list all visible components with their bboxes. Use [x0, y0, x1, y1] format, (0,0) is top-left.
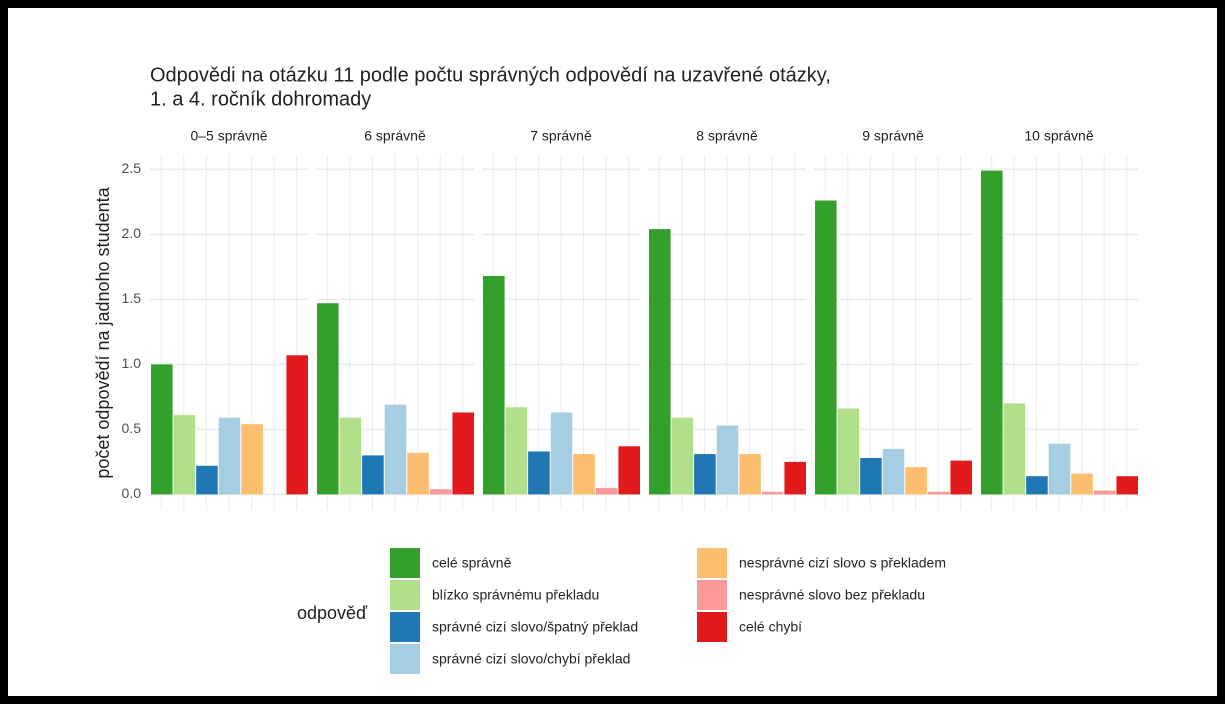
bar: [528, 451, 550, 495]
bar: [981, 170, 1003, 495]
bar: [241, 424, 263, 495]
legend-key: [390, 548, 420, 578]
bar: [286, 355, 308, 495]
bar: [151, 364, 173, 495]
facet-label: 9 správně: [862, 128, 924, 144]
legend-key: [697, 548, 727, 578]
bar: [173, 415, 196, 495]
bar: [860, 457, 882, 495]
bar: [1003, 403, 1026, 495]
y-tick-label: 2.0: [122, 225, 142, 241]
legend-title: odpověď: [297, 603, 368, 623]
bar: [573, 454, 595, 495]
bar: [1116, 476, 1138, 495]
bar: [694, 454, 716, 495]
bar: [815, 200, 837, 495]
y-tick-label: 0.0: [122, 485, 142, 501]
legend-label: správné cizí slovo/chybí překlad: [432, 651, 630, 667]
bar: [1071, 473, 1093, 495]
bar: [407, 452, 429, 495]
legend-key: [390, 580, 420, 610]
bar: [784, 461, 806, 495]
legend-key: [697, 580, 727, 610]
facet-label: 0–5 správně: [190, 128, 267, 144]
bar: [196, 465, 218, 495]
bar: [882, 448, 905, 495]
legend-label: správné cizí slovo/špatný překlad: [432, 619, 638, 635]
bar: [950, 460, 972, 495]
facet-label: 7 správně: [530, 128, 592, 144]
bar: [837, 408, 860, 495]
bar: [595, 487, 618, 495]
legend-key: [390, 644, 420, 674]
bar: [218, 417, 241, 495]
bar: [739, 454, 761, 495]
legend-key: [390, 612, 420, 642]
bar: [550, 412, 573, 495]
bar: [452, 412, 474, 495]
bar: [761, 491, 784, 495]
bar: [339, 417, 362, 495]
bar: [1093, 490, 1116, 495]
facet-label: 10 správně: [1024, 128, 1093, 144]
y-axis-label: počet odpovědí na jadnoho studenta: [93, 186, 113, 478]
y-tick-label: 0.5: [122, 420, 142, 436]
bar: [1048, 443, 1071, 495]
legend-label: blízko správnému překladu: [432, 587, 599, 603]
bar: [483, 275, 505, 495]
bar: [927, 491, 950, 495]
bar: [716, 425, 739, 495]
y-tick-label: 2.5: [122, 160, 142, 176]
facet-label: 8 správně: [696, 128, 758, 144]
legend-label: celé chybí: [739, 619, 802, 635]
bar: [317, 303, 339, 495]
bar: [671, 417, 694, 495]
legend-label: nesprávné cizí slovo s překladem: [739, 555, 946, 571]
y-tick-label: 1.5: [122, 290, 142, 306]
chart-title: Odpovědi na otázku 11 podle počtu správn…: [150, 64, 831, 86]
bar: [362, 455, 384, 495]
bar: [905, 467, 927, 495]
y-tick-label: 1.0: [122, 355, 142, 371]
facet-label: 6 správně: [364, 128, 426, 144]
bar: [429, 489, 452, 495]
bar: [1026, 476, 1048, 495]
chart-subtitle: 1. a 4. ročník dohromady: [150, 88, 371, 110]
bar: [618, 446, 640, 495]
legend-key: [697, 612, 727, 642]
bar: [649, 229, 671, 495]
legend-label: nesprávné slovo bez překladu: [739, 587, 925, 603]
bar: [505, 407, 528, 495]
legend-label: celé správně: [432, 555, 512, 571]
bar: [384, 404, 407, 495]
